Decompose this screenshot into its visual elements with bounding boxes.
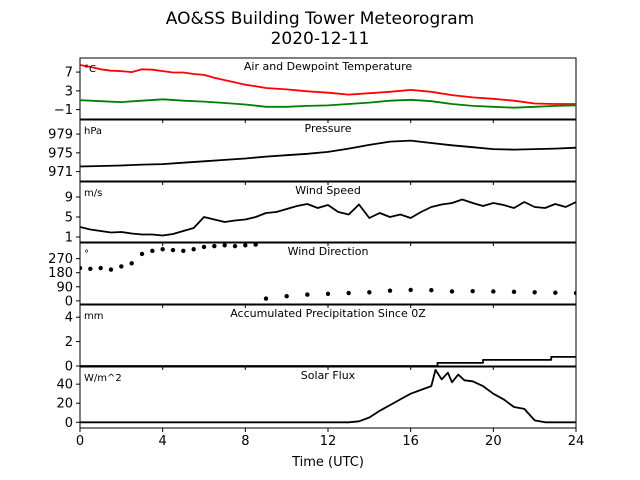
- x-tick-label: 16: [402, 434, 419, 449]
- data-point: [511, 289, 517, 294]
- data-point: [325, 291, 331, 297]
- chart-title: AO&SS Building Tower Meteorogram: [166, 9, 474, 29]
- y-tick-label: 270: [48, 252, 73, 267]
- x-axis: 0 4 8 12 16 20 24: [76, 434, 584, 449]
- panel-unit: hPa: [84, 126, 102, 137]
- panel-unit: W/m^2: [84, 373, 122, 384]
- y-tick-label: 90: [56, 280, 73, 295]
- data-point: [139, 251, 145, 257]
- panel-title: Solar Flux: [301, 369, 356, 382]
- panel-unit: °C: [84, 64, 96, 75]
- data-point: [119, 264, 124, 269]
- y-tick-label: −1: [54, 103, 73, 118]
- series-solar-0: [80, 369, 576, 424]
- data-point: [346, 290, 351, 296]
- panel-precipitation: 4 2 0 mm Accumulated Precipitation Since 0Z: [65, 304, 577, 375]
- data-point: [129, 261, 134, 266]
- data-point: [305, 292, 310, 297]
- y-tick-label: 979: [48, 128, 73, 143]
- x-axis-label: Time (UTC): [291, 455, 364, 470]
- series-temperature-0: [80, 64, 576, 105]
- data-point: [212, 243, 217, 249]
- series-line: [80, 356, 576, 366]
- panel-title: Accumulated Precipitation Since 0Z: [230, 307, 426, 320]
- series-wind-direction-0: [80, 243, 576, 301]
- y-tick-label: 0: [65, 360, 73, 375]
- data-point: [232, 243, 238, 249]
- series-line: [80, 198, 576, 237]
- y-tick-label: 9: [65, 191, 73, 206]
- data-point: [222, 243, 227, 248]
- data-point: [532, 290, 537, 295]
- panel-title: Pressure: [305, 122, 352, 135]
- data-point: [408, 287, 413, 293]
- series-pressure-0: [80, 139, 576, 168]
- data-point: [253, 243, 258, 247]
- y-tick-label: 4: [65, 311, 73, 326]
- data-point: [181, 248, 186, 254]
- y-tick-label: 0: [65, 416, 73, 431]
- panel-wind-speed: 9 5 1 m/s Wind Speed: [65, 181, 577, 246]
- data-point: [243, 243, 248, 248]
- x-tick-label: 8: [241, 434, 249, 449]
- data-point: [284, 293, 289, 299]
- data-point: [201, 244, 207, 250]
- panel-unit: °: [84, 249, 89, 260]
- data-point: [387, 288, 393, 293]
- data-point: [553, 290, 558, 295]
- data-point: [98, 265, 103, 271]
- series-precipitation-0: [80, 356, 576, 366]
- y-tick-label: 7: [65, 66, 73, 81]
- panel-title: Air and Dewpoint Temperature: [244, 60, 412, 73]
- data-point: [108, 267, 114, 272]
- x-tick-label: 20: [485, 434, 502, 449]
- x-tick-label: 4: [159, 434, 167, 449]
- data-point: [573, 290, 576, 296]
- data-point: [88, 266, 93, 272]
- data-point: [170, 247, 176, 253]
- y-tick-label: 0: [65, 294, 73, 309]
- data-point: [150, 248, 155, 254]
- y-tick-label: 40: [56, 378, 73, 393]
- data-point: [80, 265, 83, 271]
- panel-temperature: 7 3 −1 °C Air and Dewpoint Temperature: [54, 57, 577, 123]
- y-tick-label: 3: [65, 84, 73, 99]
- panel-solar: 40 20 0 W/m^2 Solar Flux: [56, 366, 577, 432]
- data-point: [367, 290, 372, 295]
- y-tick-label: 20: [56, 397, 73, 412]
- x-tick-label: 24: [568, 434, 585, 449]
- x-tick-label: 12: [320, 434, 337, 449]
- series-line: [80, 369, 576, 424]
- panel-pressure: 979 975 971 hPa Pressure: [48, 119, 577, 185]
- series-temperature-1: [80, 98, 576, 109]
- data-point: [191, 247, 196, 252]
- series-wind-speed-0: [80, 198, 576, 237]
- y-tick-label: 1: [65, 231, 73, 246]
- panel-unit: mm: [84, 311, 103, 322]
- y-tick-label: 180: [48, 266, 73, 281]
- y-tick-label: 5: [65, 211, 73, 226]
- series-line: [80, 139, 576, 168]
- panel-title: Wind Speed: [295, 184, 361, 197]
- data-point: [449, 289, 455, 294]
- series-line: [80, 64, 576, 105]
- panels: 7 3 −1 °C Air and Dewpoint Temperature 979 975…: [48, 57, 577, 432]
- data-point: [491, 289, 496, 294]
- data-point: [263, 296, 269, 301]
- panel-unit: m/s: [84, 188, 102, 199]
- y-tick-label: 971: [48, 165, 73, 180]
- panel-title: Wind Direction: [288, 245, 369, 258]
- x-tick-label: 0: [76, 434, 84, 449]
- data-point: [160, 247, 165, 252]
- y-tick-label: 975: [48, 146, 73, 161]
- data-point: [470, 288, 475, 294]
- chart-subtitle: 2020-12-11: [271, 29, 370, 49]
- series-line: [80, 98, 576, 109]
- y-tick-label: 2: [65, 335, 73, 350]
- data-point: [429, 288, 434, 293]
